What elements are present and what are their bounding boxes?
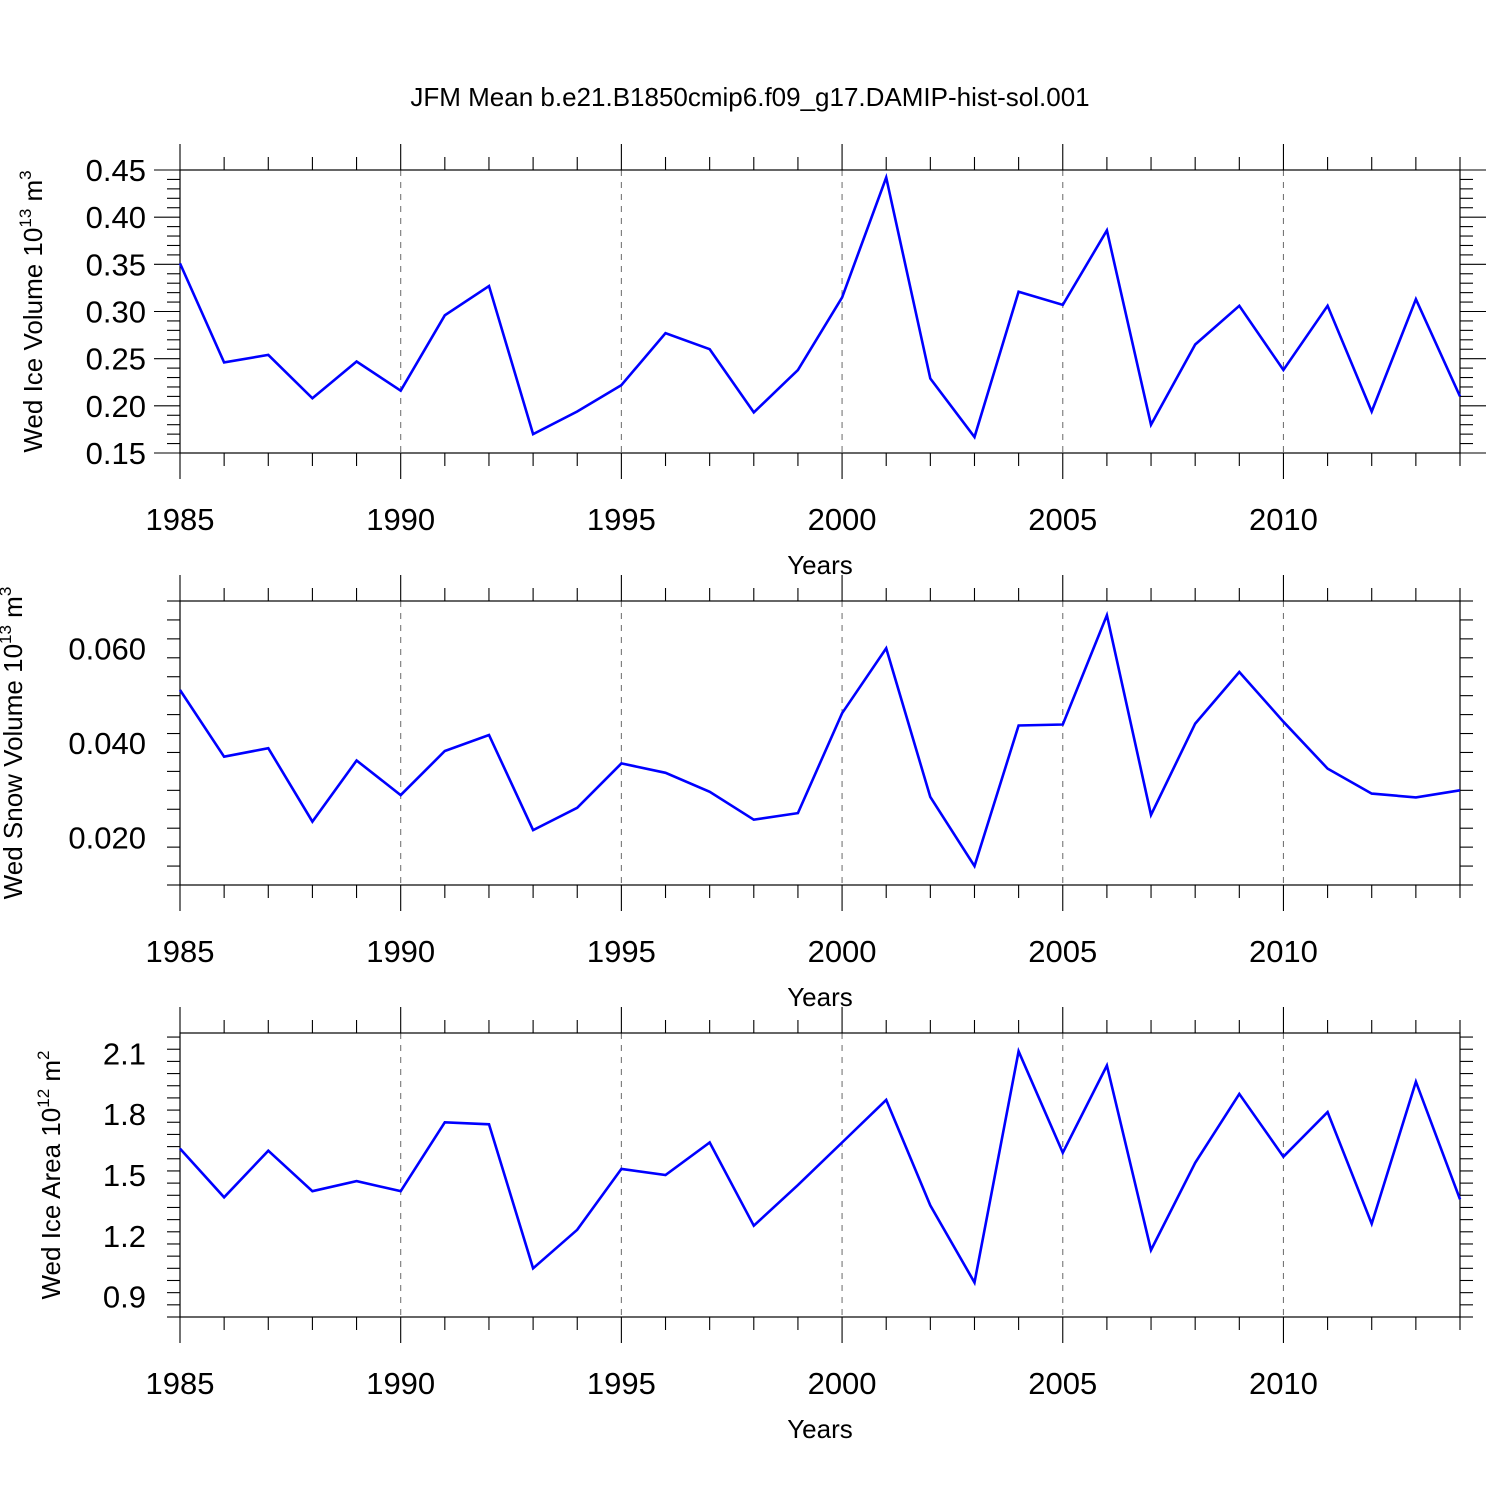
- y-axis-label: Wed Snow Volume 1013 m3: [0, 587, 28, 900]
- x-tick-label: 2010: [1249, 1366, 1318, 1401]
- panels: 0.15 0.20 0.25 0.30 0.35 0.40 0.45 1985 1990 1995…: [0, 144, 1486, 1444]
- series-line: [178, 172, 1462, 440]
- y-tick-label: 0.020: [68, 821, 146, 856]
- chart-title: JFM Mean b.e21.B1850cmip6.f09_g17.DAMIP-…: [410, 82, 1089, 112]
- x-tick-label: 2000: [808, 1366, 877, 1401]
- x-tick-label: 2005: [1028, 934, 1097, 969]
- x-tick-label: 1995: [587, 934, 656, 969]
- x-tick-label: 2010: [1249, 502, 1318, 537]
- y-tick-label: 0.040: [68, 726, 146, 761]
- x-axis-label: Years: [787, 1414, 853, 1444]
- series-line: [179, 1046, 1462, 1287]
- y-tick-label: 0.30: [86, 295, 146, 330]
- x-tick-label: 1995: [587, 1366, 656, 1401]
- x-tick-label: 2010: [1249, 934, 1318, 969]
- y-tick-label: 2.1: [103, 1036, 146, 1071]
- plot-frame: [179, 169, 1461, 454]
- series-line: [178, 610, 1461, 870]
- x-axis-label: Years: [787, 550, 853, 580]
- y-tick-label: 0.25: [86, 342, 146, 377]
- panel-3: 0.9 1.2 1.5 1.8 2.1 1985 1990 1995 2000 2005 2010 Y…: [34, 1007, 1473, 1444]
- y-axis-label: Wed Ice Area 1012 m2: [34, 1050, 66, 1299]
- x-tick-label: 1985: [146, 502, 215, 537]
- y-tick-label: 0.15: [86, 436, 146, 471]
- y-tick-label: 1.8: [103, 1097, 146, 1132]
- x-tick-label: 1990: [366, 502, 435, 537]
- x-tick-label: 2000: [808, 502, 877, 537]
- y-tick-label: 0.45: [86, 153, 146, 188]
- x-tick-label: 1990: [366, 1366, 435, 1401]
- panel-1: 0.15 0.20 0.25 0.30 0.35 0.40 0.45 1985 1990 1995…: [16, 144, 1486, 580]
- x-tick-label: 2005: [1028, 502, 1097, 537]
- y-axis-label: Wed Ice Volume 1013 m3: [16, 170, 48, 452]
- y-tick-label: 0.40: [86, 200, 146, 235]
- x-tick-label: 2000: [808, 934, 877, 969]
- x-tick-label: 1995: [587, 502, 656, 537]
- x-tick-label: 2005: [1028, 1366, 1097, 1401]
- y-tick-label: 1.5: [103, 1158, 146, 1193]
- panel-2: 0.020 0.040 0.060 1985 1990 1995 2000 2005 2010 Y…: [0, 575, 1473, 1012]
- x-axis-label: Years: [787, 982, 853, 1012]
- y-tick-label: 0.20: [86, 389, 146, 424]
- plot-frame: [179, 1032, 1461, 1318]
- y-tick-label: 0.35: [86, 247, 146, 282]
- y-tick-label: 1.2: [103, 1219, 146, 1254]
- y-tick-label: 0.060: [68, 631, 146, 666]
- y-tick-label: 0.9: [103, 1280, 146, 1315]
- x-tick-label: 1985: [146, 934, 215, 969]
- plot-frame: [179, 600, 1461, 886]
- x-tick-label: 1990: [366, 934, 435, 969]
- x-tick-label: 1985: [146, 1366, 215, 1401]
